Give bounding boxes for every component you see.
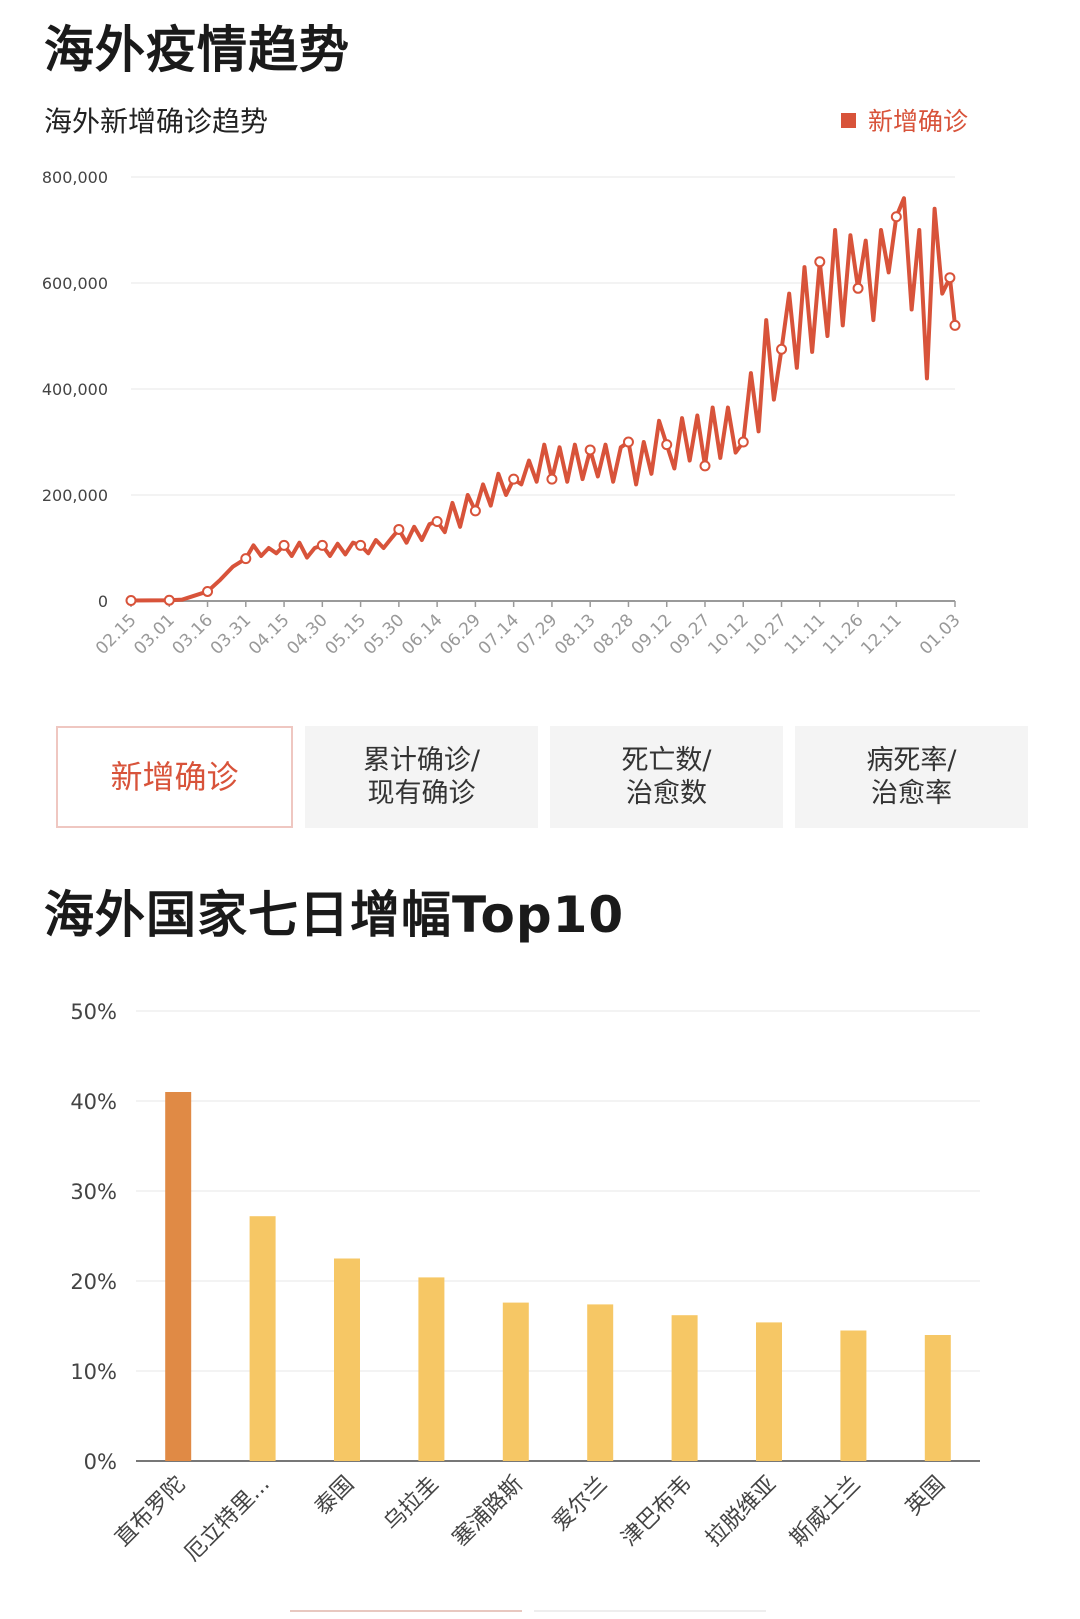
x-category-label: 津巴布韦 — [617, 1472, 697, 1552]
bar-1 — [165, 1092, 192, 1461]
bar-10 — [924, 1335, 951, 1461]
data-point-marker — [699, 460, 711, 472]
data-point-marker — [240, 553, 252, 565]
x-tick-label: 03.01 — [130, 610, 179, 659]
x-category-label: 乌拉圭 — [379, 1472, 443, 1536]
y-tick-label: 200,000 — [42, 486, 108, 505]
x-category-label: 泰国 — [310, 1472, 359, 1521]
data-point-marker — [814, 256, 826, 268]
x-category-label: 塞浦路斯 — [448, 1472, 528, 1552]
x-category-label: 拉脱维亚 — [701, 1472, 781, 1552]
x-tick-label: 09.12 — [628, 610, 677, 659]
y-tick-label: 400,000 — [42, 380, 108, 399]
data-point-marker — [316, 539, 328, 551]
y-tick-label: 0 — [98, 592, 108, 611]
x-tick-label: 09.27 — [666, 610, 715, 659]
x-category-label: 直布罗陀 — [111, 1472, 191, 1552]
x-tick-label: 11.26 — [819, 610, 868, 659]
x-category-label: 厄立特里... — [180, 1472, 275, 1567]
y-tick-label: 600,000 — [42, 274, 108, 293]
bar-7 — [671, 1315, 698, 1461]
y-tick-label: 20% — [70, 1270, 117, 1294]
y-tick-label: 30% — [70, 1180, 117, 1204]
x-tick-label: 02.15 — [92, 610, 141, 659]
x-tick-label: 10.27 — [743, 610, 792, 659]
data-point-marker — [661, 439, 673, 451]
x-tick-label: 03.31 — [207, 610, 256, 659]
legend-label: 新增确诊 — [867, 107, 968, 136]
legend-square-icon — [840, 112, 856, 128]
x-tick-label: 12.11 — [857, 610, 906, 659]
x-tick-label: 07.14 — [475, 610, 524, 659]
data-point-marker — [508, 473, 520, 485]
x-tick-label: 05.30 — [360, 610, 409, 659]
bar-9 — [840, 1330, 867, 1461]
bar-3 — [334, 1258, 360, 1461]
y-tick-label: 800,000 — [42, 168, 108, 187]
data-point-marker — [584, 444, 596, 456]
tab-cumulative-current[interactable]: 累计确诊/ 现有确诊 — [305, 726, 538, 828]
tab-fatality-recovery-rate[interactable]: 病死率/ 治愈率 — [795, 726, 1028, 828]
y-tick-label: 40% — [70, 1090, 117, 1114]
x-tick-label: 01.03 — [916, 610, 965, 659]
data-point-marker — [355, 539, 367, 551]
trend-line-chart: 0200,000400,000600,000800,00002.1503.010… — [42, 168, 965, 659]
x-category-label: 斯威士兰 — [786, 1472, 866, 1552]
data-point-marker — [469, 505, 481, 517]
data-point-marker — [776, 343, 788, 355]
y-tick-label: 50% — [70, 1000, 117, 1024]
data-point-marker — [737, 436, 749, 448]
x-tick-label: 10.12 — [704, 610, 753, 659]
x-tick-label: 06.14 — [398, 610, 447, 659]
trend-legend[interactable]: 新增确诊 — [840, 102, 968, 138]
x-tick-label: 05.15 — [322, 610, 371, 659]
metric-tabs: 新增确诊 累计确诊/ 现有确诊 死亡数/ 治愈数 病死率/ 治愈率 — [56, 726, 1028, 828]
bar-2 — [249, 1216, 276, 1461]
x-tick-label: 04.15 — [245, 610, 294, 659]
data-point-marker — [431, 516, 443, 527]
x-tick-label: 08.13 — [551, 610, 600, 659]
section-title-top10: 海外国家七日增幅Top10 — [44, 886, 625, 944]
data-point-marker — [622, 436, 634, 448]
y-tick-label: 10% — [70, 1360, 117, 1384]
x-tick-label: 11.11 — [781, 610, 830, 659]
y-tick-label: 0% — [84, 1450, 117, 1474]
data-point-marker — [125, 594, 137, 606]
bar-4 — [418, 1277, 445, 1461]
x-tick-label: 08.28 — [589, 610, 638, 659]
data-point-marker — [944, 272, 956, 284]
data-point-marker — [393, 523, 405, 535]
data-point-marker — [278, 539, 290, 551]
data-point-marker — [202, 585, 214, 597]
data-point-marker — [890, 211, 902, 223]
tab-new-confirmed[interactable]: 新增确诊 — [56, 726, 293, 828]
x-tick-label: 06.29 — [436, 610, 485, 659]
bar-6 — [587, 1304, 614, 1461]
data-point-marker — [546, 473, 558, 485]
data-point-marker — [852, 282, 864, 294]
x-tick-label: 04.30 — [283, 610, 332, 659]
bar-5 — [502, 1302, 529, 1461]
data-point-marker — [949, 319, 961, 331]
x-tick-label: 03.16 — [169, 610, 218, 659]
bottom-tab-fragment — [290, 1610, 522, 1619]
page-title: 海外疫情趋势 — [44, 21, 350, 79]
bottom-tab-fragment — [534, 1610, 766, 1619]
x-category-label: 英国 — [901, 1472, 950, 1521]
bar-8 — [756, 1322, 782, 1461]
tab-deaths-recovered[interactable]: 死亡数/ 治愈数 — [550, 726, 783, 828]
data-point-marker — [163, 594, 175, 606]
series-line-new-confirmed — [129, 196, 957, 603]
x-tick-label: 07.29 — [513, 610, 562, 659]
trend-chart-title: 海外新增确诊趋势 — [44, 105, 269, 138]
x-category-label: 爱尔兰 — [548, 1472, 612, 1536]
